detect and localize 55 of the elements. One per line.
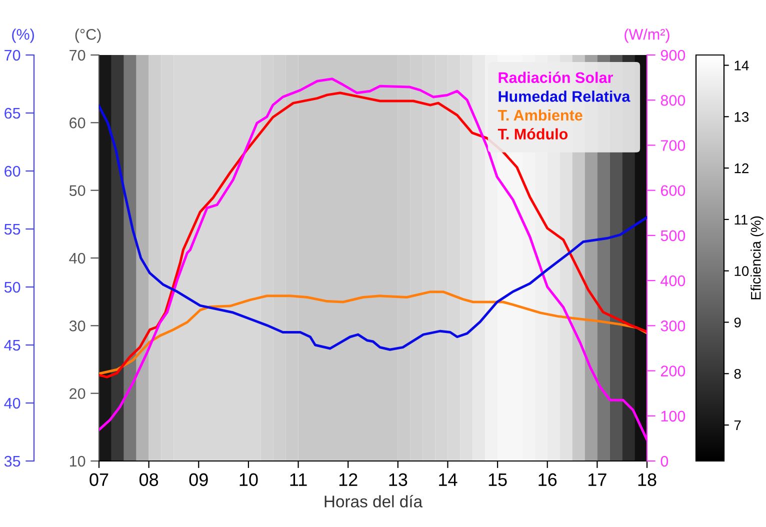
color-bar-label: 8 (734, 368, 741, 379)
x-tick-label: 17 (588, 473, 606, 486)
y2-tick-label: 100 (661, 410, 686, 422)
text: Humedad Relativa (498, 90, 630, 102)
y-tick-label: 60 (70, 118, 86, 128)
y3-tick-label: 40 (4, 398, 20, 409)
y-tick-label: 40 (69, 252, 86, 264)
y-tick-label: 10 (70, 456, 86, 467)
x-tick-label: 14 (439, 473, 458, 486)
x-tick-label: 16 (538, 473, 557, 486)
x-tick-label: 12 (339, 473, 358, 486)
color-bar-label: 10 (734, 266, 749, 276)
y2-tick-label: 400 (660, 275, 686, 286)
color-bar-label: 9 (734, 318, 741, 328)
y2-tick-label: 300 (660, 320, 686, 332)
y2-tick-label: 500 (660, 230, 686, 242)
y3-tick-label: 50 (4, 282, 20, 293)
y3-tick-label: 55 (4, 224, 20, 235)
x-tick-label: 15 (488, 473, 507, 486)
y2-axis-title: (W/m²) (624, 28, 670, 43)
y-tick-label: 20 (70, 388, 86, 400)
color-bar-label: 14 (734, 60, 749, 70)
line-series (99, 290, 647, 375)
y3-tick-label: 60 (4, 166, 20, 177)
y-axis-title: (°C) (75, 28, 101, 43)
y-tick-label: 30 (69, 320, 86, 332)
y3-tick-label: 45 (4, 340, 20, 351)
y3-axis-title: (%) (12, 28, 34, 43)
x-tick-label: 10 (240, 473, 258, 486)
y2-tick-label: 900 (660, 50, 686, 61)
color-bar-label: 7 (734, 420, 741, 430)
x-axis-title: Horas del día (324, 494, 423, 508)
series-label: T. Módulo (498, 128, 568, 140)
x-tick-label: 08 (139, 473, 158, 486)
y2-tick-label: 700 (660, 140, 686, 151)
y2-tick-label: 0 (660, 456, 668, 467)
y-tick-label: 50 (69, 185, 86, 196)
y3-tick-label: 35 (4, 456, 20, 467)
text: T. Ambiente (498, 109, 582, 121)
color-bar-label: 12 (734, 163, 748, 174)
y2-tick-label: 200 (660, 366, 686, 376)
color-bar-label: 13 (734, 112, 749, 122)
color-bar-title: Eficiencia (%) (750, 216, 764, 300)
x-tick-label: 07 (90, 473, 108, 486)
x-tick-label: 09 (189, 473, 208, 486)
y3-tick-label: 70 (4, 50, 20, 61)
x-tick-label: 18 (638, 473, 656, 486)
y2-tick-label: 600 (660, 185, 686, 196)
y2-tick-label: 800 (660, 94, 686, 106)
y-tick-label: 70 (70, 50, 86, 61)
color-bar-label: 11 (734, 214, 748, 224)
x-tick-label: 13 (389, 473, 408, 486)
x-tick-label: 11 (290, 473, 307, 486)
y3-tick-label: 65 (4, 108, 20, 119)
text: Radiación Solar (498, 72, 613, 84)
